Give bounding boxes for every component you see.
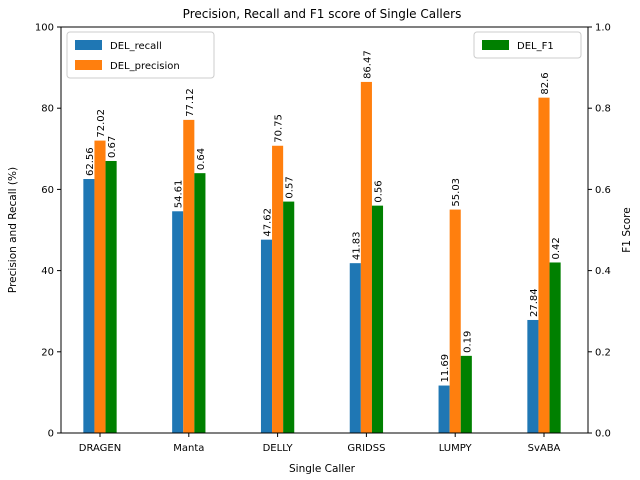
chart-title: Precision, Recall and F1 score of Single… bbox=[183, 7, 462, 21]
x-tick-label-LUMPY: LUMPY bbox=[439, 443, 473, 454]
bar-DEL_precision-GRIDSS bbox=[360, 81, 372, 434]
data-label-DEL_F1-GRIDSS: 0.56 bbox=[374, 180, 385, 202]
x-tick-label-Manta: Manta bbox=[173, 443, 204, 454]
y-tick-label: 60 bbox=[41, 185, 54, 196]
legend-swatch-DEL_recall bbox=[75, 40, 102, 50]
x-tick-label-SvABA: SvABA bbox=[528, 443, 561, 454]
legend-left: DEL_recall DEL_precision bbox=[66, 31, 215, 79]
bar-DEL_recall-GRIDSS bbox=[349, 263, 361, 433]
legend-right: DEL_F1 bbox=[473, 31, 582, 59]
bar-DEL_recall-SvABA bbox=[527, 319, 539, 433]
x-tick-label-GRIDSS: GRIDSS bbox=[347, 443, 385, 454]
legend-box bbox=[66, 31, 215, 79]
legend-swatch-DEL_F1 bbox=[482, 40, 509, 50]
y2-tick-label: 0.2 bbox=[595, 347, 611, 358]
y2-tick-label: 0.6 bbox=[595, 185, 611, 196]
data-label-DEL_precision-DELLY: 70.75 bbox=[274, 114, 285, 143]
y-tick-label: 80 bbox=[41, 104, 54, 115]
data-label-DEL_precision-DRAGEN: 72.02 bbox=[96, 109, 107, 138]
data-label-DEL_F1-Manta: 0.64 bbox=[196, 148, 207, 170]
bar-DEL_precision-DRAGEN bbox=[94, 140, 106, 433]
bar-DEL_precision-Manta bbox=[183, 119, 195, 434]
bar-DEL_precision-DELLY bbox=[272, 145, 284, 433]
legend-swatch-DEL_precision bbox=[75, 60, 102, 70]
y2-axis-label: F1 Score bbox=[621, 207, 633, 252]
data-label-DEL_F1-SvABA: 0.42 bbox=[551, 237, 562, 259]
bar-DEL_F1-SvABA bbox=[549, 262, 561, 433]
bar-DEL_recall-Manta bbox=[172, 211, 184, 433]
y-tick-label: 0 bbox=[48, 429, 54, 440]
bar-DEL_recall-LUMPY bbox=[438, 385, 450, 433]
bar-DEL_F1-Manta bbox=[194, 173, 206, 433]
x-tick-label-DRAGEN: DRAGEN bbox=[79, 443, 121, 454]
data-label-DEL_recall-LUMPY: 11.69 bbox=[440, 354, 451, 383]
y-tick-label: 20 bbox=[41, 347, 54, 358]
data-label-DEL_F1-DELLY: 0.57 bbox=[285, 176, 296, 198]
data-label-DEL_recall-DELLY: 47.62 bbox=[263, 208, 274, 237]
data-label-DEL_precision-GRIDSS: 86.47 bbox=[362, 50, 373, 79]
data-label-DEL_F1-DRAGEN: 0.67 bbox=[107, 136, 118, 158]
plot-frame bbox=[60, 26, 589, 434]
x-axis-label: Single Caller bbox=[289, 463, 356, 475]
legend-label-DEL_F1: DEL_F1 bbox=[517, 41, 554, 52]
data-label-DEL_precision-Manta: 77.12 bbox=[185, 88, 196, 117]
bar-DEL_F1-DRAGEN bbox=[105, 160, 117, 434]
y-axis-label: Precision and Recall (%) bbox=[7, 167, 19, 293]
data-label-DEL_recall-Manta: 54.61 bbox=[174, 180, 185, 209]
x-tick-label-DELLY: DELLY bbox=[263, 443, 294, 454]
data-label-DEL_recall-SvABA: 27.84 bbox=[529, 288, 540, 317]
data-label-DEL_precision-LUMPY: 55.03 bbox=[451, 178, 462, 207]
y2-tick-label: 0.8 bbox=[595, 104, 611, 115]
bar-DEL_recall-DRAGEN bbox=[83, 179, 95, 433]
y2-tick-label: 0.4 bbox=[595, 266, 611, 277]
y2-tick-label: 1.0 bbox=[595, 23, 611, 34]
data-label-DEL_F1-LUMPY: 0.19 bbox=[462, 331, 473, 353]
bar-DEL_precision-LUMPY bbox=[449, 209, 461, 433]
data-label-DEL_recall-GRIDSS: 41.83 bbox=[351, 232, 362, 261]
data-labels-layer: 62.56 54.61 47.62 41.83 11.69 27.84 72.02 77.12… bbox=[85, 50, 562, 382]
data-label-DEL_precision-SvABA: 82.6 bbox=[540, 72, 551, 94]
bar-DEL_F1-LUMPY bbox=[460, 355, 472, 433]
legend-box bbox=[473, 31, 582, 59]
bar-DEL_recall-DELLY bbox=[260, 239, 273, 433]
axes-layer: 0 20 40 60 80 100 0.0 0.2 0.4 0.6 0.8 1.0 DRAGEN Mant… bbox=[35, 23, 611, 455]
y-tick-label: 40 bbox=[41, 266, 54, 277]
bar-DEL_precision-SvABA bbox=[538, 97, 550, 434]
legend-label-DEL_precision: DEL_precision bbox=[110, 61, 180, 72]
data-label-DEL_recall-DRAGEN: 62.56 bbox=[85, 147, 96, 176]
bars-layer bbox=[83, 81, 561, 434]
bar-DEL_F1-DELLY bbox=[283, 201, 295, 433]
bar-DEL_F1-GRIDSS bbox=[371, 205, 384, 433]
y-tick-label: 100 bbox=[35, 23, 54, 34]
legend-label-DEL_recall: DEL_recall bbox=[110, 41, 162, 52]
y2-tick-label: 0.0 bbox=[595, 429, 611, 440]
